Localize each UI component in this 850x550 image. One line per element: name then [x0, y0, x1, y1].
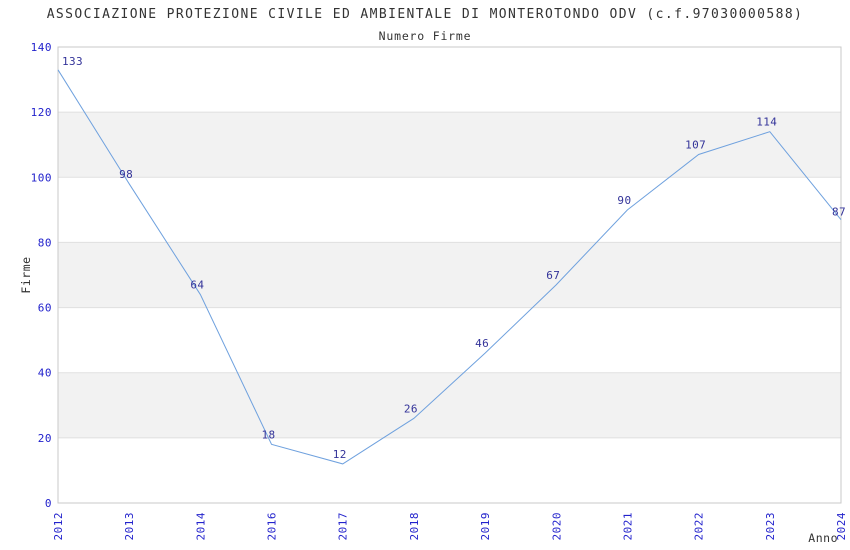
x-tick-label: 2012 — [52, 512, 65, 541]
y-tick-label: 140 — [31, 41, 52, 54]
x-tick-label: 2014 — [194, 512, 207, 541]
data-point-labels: 133 98 64 18 12 26 46 67 90 107 114 87 — [62, 55, 846, 461]
y-tick-label: 60 — [38, 302, 52, 315]
y-tick-label: 80 — [38, 236, 52, 249]
data-point-label: 64 — [190, 279, 204, 292]
data-point-label: 98 — [119, 168, 133, 181]
y-tick-label: 0 — [45, 497, 52, 510]
x-tick-label: 2021 — [621, 512, 634, 541]
x-axis-title: Anno — [808, 531, 838, 545]
plot-border — [57, 46, 842, 504]
x-tick-label: 2024 — [835, 512, 848, 541]
data-point-label: 90 — [617, 194, 631, 207]
x-tick-label: 2020 — [550, 512, 563, 541]
plot-band — [58, 372, 841, 438]
y-tick-label: 100 — [31, 171, 52, 184]
x-tick-label: 2018 — [408, 512, 421, 541]
x-tick-label: 2013 — [123, 512, 136, 541]
y-tick-label: 120 — [31, 106, 52, 119]
x-tick-label: 2017 — [337, 512, 350, 541]
data-point-label: 87 — [832, 206, 846, 219]
plot-band — [58, 112, 841, 178]
data-point-label: 12 — [333, 448, 347, 461]
y-axis-title: Firme — [19, 256, 33, 293]
data-point-label: 67 — [546, 269, 560, 282]
plot-band — [58, 242, 841, 308]
data-point-label: 46 — [475, 337, 489, 350]
data-point-label: 26 — [404, 402, 418, 415]
x-tick-label: 2019 — [479, 512, 492, 541]
y-axis-tick-labels: 0 20 40 60 80 100 120 140 — [31, 41, 52, 510]
chart-title: ASSOCIAZIONE PROTEZIONE CIVILE ED AMBIEN… — [47, 7, 804, 22]
data-point-label: 114 — [756, 116, 777, 129]
data-point-label: 133 — [62, 55, 83, 68]
x-tick-label: 2016 — [266, 512, 279, 541]
x-tick-label: 2023 — [764, 512, 777, 541]
x-axis-tick-labels: 2012 2013 2014 2016 2017 2018 2019 2020 2021 2022… — [52, 512, 848, 541]
x-tick-label: 2022 — [693, 512, 706, 541]
y-tick-label: 20 — [38, 432, 52, 445]
series-line — [57, 69, 842, 465]
y-tick-label: 40 — [38, 367, 52, 380]
data-point-label: 18 — [262, 428, 276, 441]
data-point-label: 107 — [685, 138, 706, 151]
plot-bands — [58, 112, 841, 438]
chart-subtitle: Numero Firme — [379, 29, 472, 43]
